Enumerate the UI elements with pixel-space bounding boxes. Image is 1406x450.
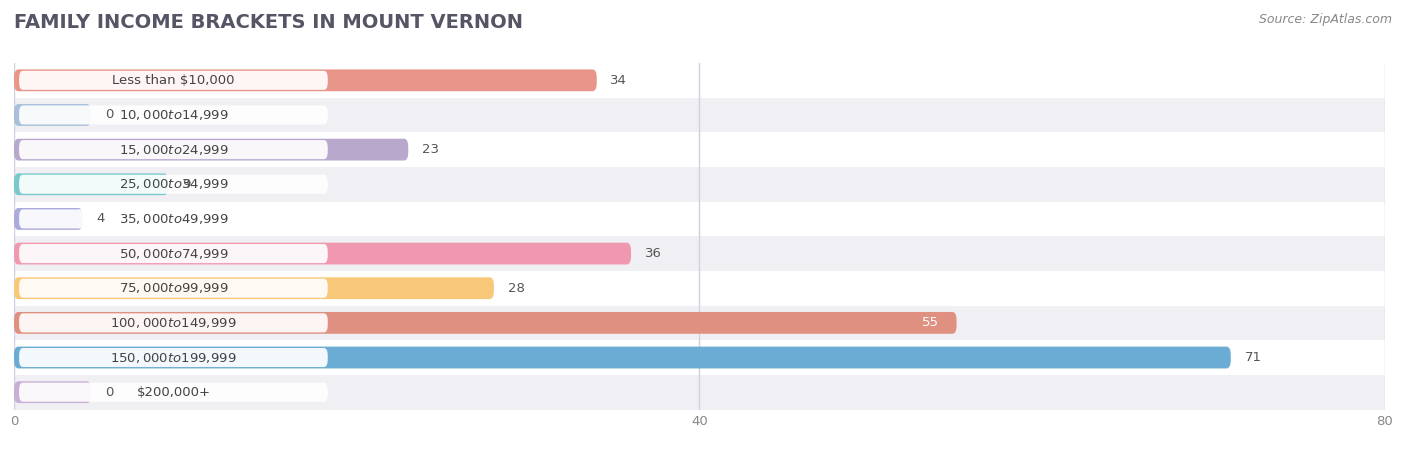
FancyBboxPatch shape xyxy=(14,271,1385,306)
FancyBboxPatch shape xyxy=(14,98,1385,132)
FancyBboxPatch shape xyxy=(20,279,328,298)
FancyBboxPatch shape xyxy=(14,173,169,195)
FancyBboxPatch shape xyxy=(14,104,91,126)
FancyBboxPatch shape xyxy=(14,381,91,403)
FancyBboxPatch shape xyxy=(14,375,1385,410)
Text: 23: 23 xyxy=(422,143,439,156)
Text: $100,000 to $149,999: $100,000 to $149,999 xyxy=(110,316,236,330)
Text: Source: ZipAtlas.com: Source: ZipAtlas.com xyxy=(1258,14,1392,27)
FancyBboxPatch shape xyxy=(14,306,1385,340)
FancyBboxPatch shape xyxy=(14,132,1385,167)
Text: 71: 71 xyxy=(1244,351,1261,364)
FancyBboxPatch shape xyxy=(14,340,1385,375)
FancyBboxPatch shape xyxy=(20,105,328,125)
FancyBboxPatch shape xyxy=(14,236,1385,271)
FancyBboxPatch shape xyxy=(14,346,1230,369)
FancyBboxPatch shape xyxy=(20,382,328,402)
FancyBboxPatch shape xyxy=(14,167,1385,202)
Text: 55: 55 xyxy=(922,316,939,329)
Text: $75,000 to $99,999: $75,000 to $99,999 xyxy=(118,281,228,295)
FancyBboxPatch shape xyxy=(14,69,596,91)
FancyBboxPatch shape xyxy=(14,63,1385,98)
Text: $25,000 to $34,999: $25,000 to $34,999 xyxy=(118,177,228,191)
Text: Less than $10,000: Less than $10,000 xyxy=(112,74,235,87)
FancyBboxPatch shape xyxy=(20,209,328,229)
Text: 4: 4 xyxy=(96,212,104,225)
FancyBboxPatch shape xyxy=(20,244,328,263)
FancyBboxPatch shape xyxy=(14,139,408,161)
FancyBboxPatch shape xyxy=(14,243,631,265)
Text: $50,000 to $74,999: $50,000 to $74,999 xyxy=(118,247,228,261)
Text: $35,000 to $49,999: $35,000 to $49,999 xyxy=(118,212,228,226)
Text: $150,000 to $199,999: $150,000 to $199,999 xyxy=(110,351,236,364)
Text: $10,000 to $14,999: $10,000 to $14,999 xyxy=(118,108,228,122)
Text: 9: 9 xyxy=(181,178,190,191)
Text: 0: 0 xyxy=(105,108,114,122)
FancyBboxPatch shape xyxy=(14,312,956,334)
Text: 36: 36 xyxy=(644,247,662,260)
Text: 0: 0 xyxy=(105,386,114,399)
FancyBboxPatch shape xyxy=(20,71,328,90)
Text: 28: 28 xyxy=(508,282,524,295)
FancyBboxPatch shape xyxy=(14,202,1385,236)
Text: $15,000 to $24,999: $15,000 to $24,999 xyxy=(118,143,228,157)
FancyBboxPatch shape xyxy=(20,348,328,367)
Text: $200,000+: $200,000+ xyxy=(136,386,211,399)
Text: FAMILY INCOME BRACKETS IN MOUNT VERNON: FAMILY INCOME BRACKETS IN MOUNT VERNON xyxy=(14,14,523,32)
FancyBboxPatch shape xyxy=(20,140,328,159)
FancyBboxPatch shape xyxy=(20,313,328,333)
FancyBboxPatch shape xyxy=(20,175,328,194)
FancyBboxPatch shape xyxy=(14,277,494,299)
Text: 34: 34 xyxy=(610,74,627,87)
FancyBboxPatch shape xyxy=(14,208,83,230)
